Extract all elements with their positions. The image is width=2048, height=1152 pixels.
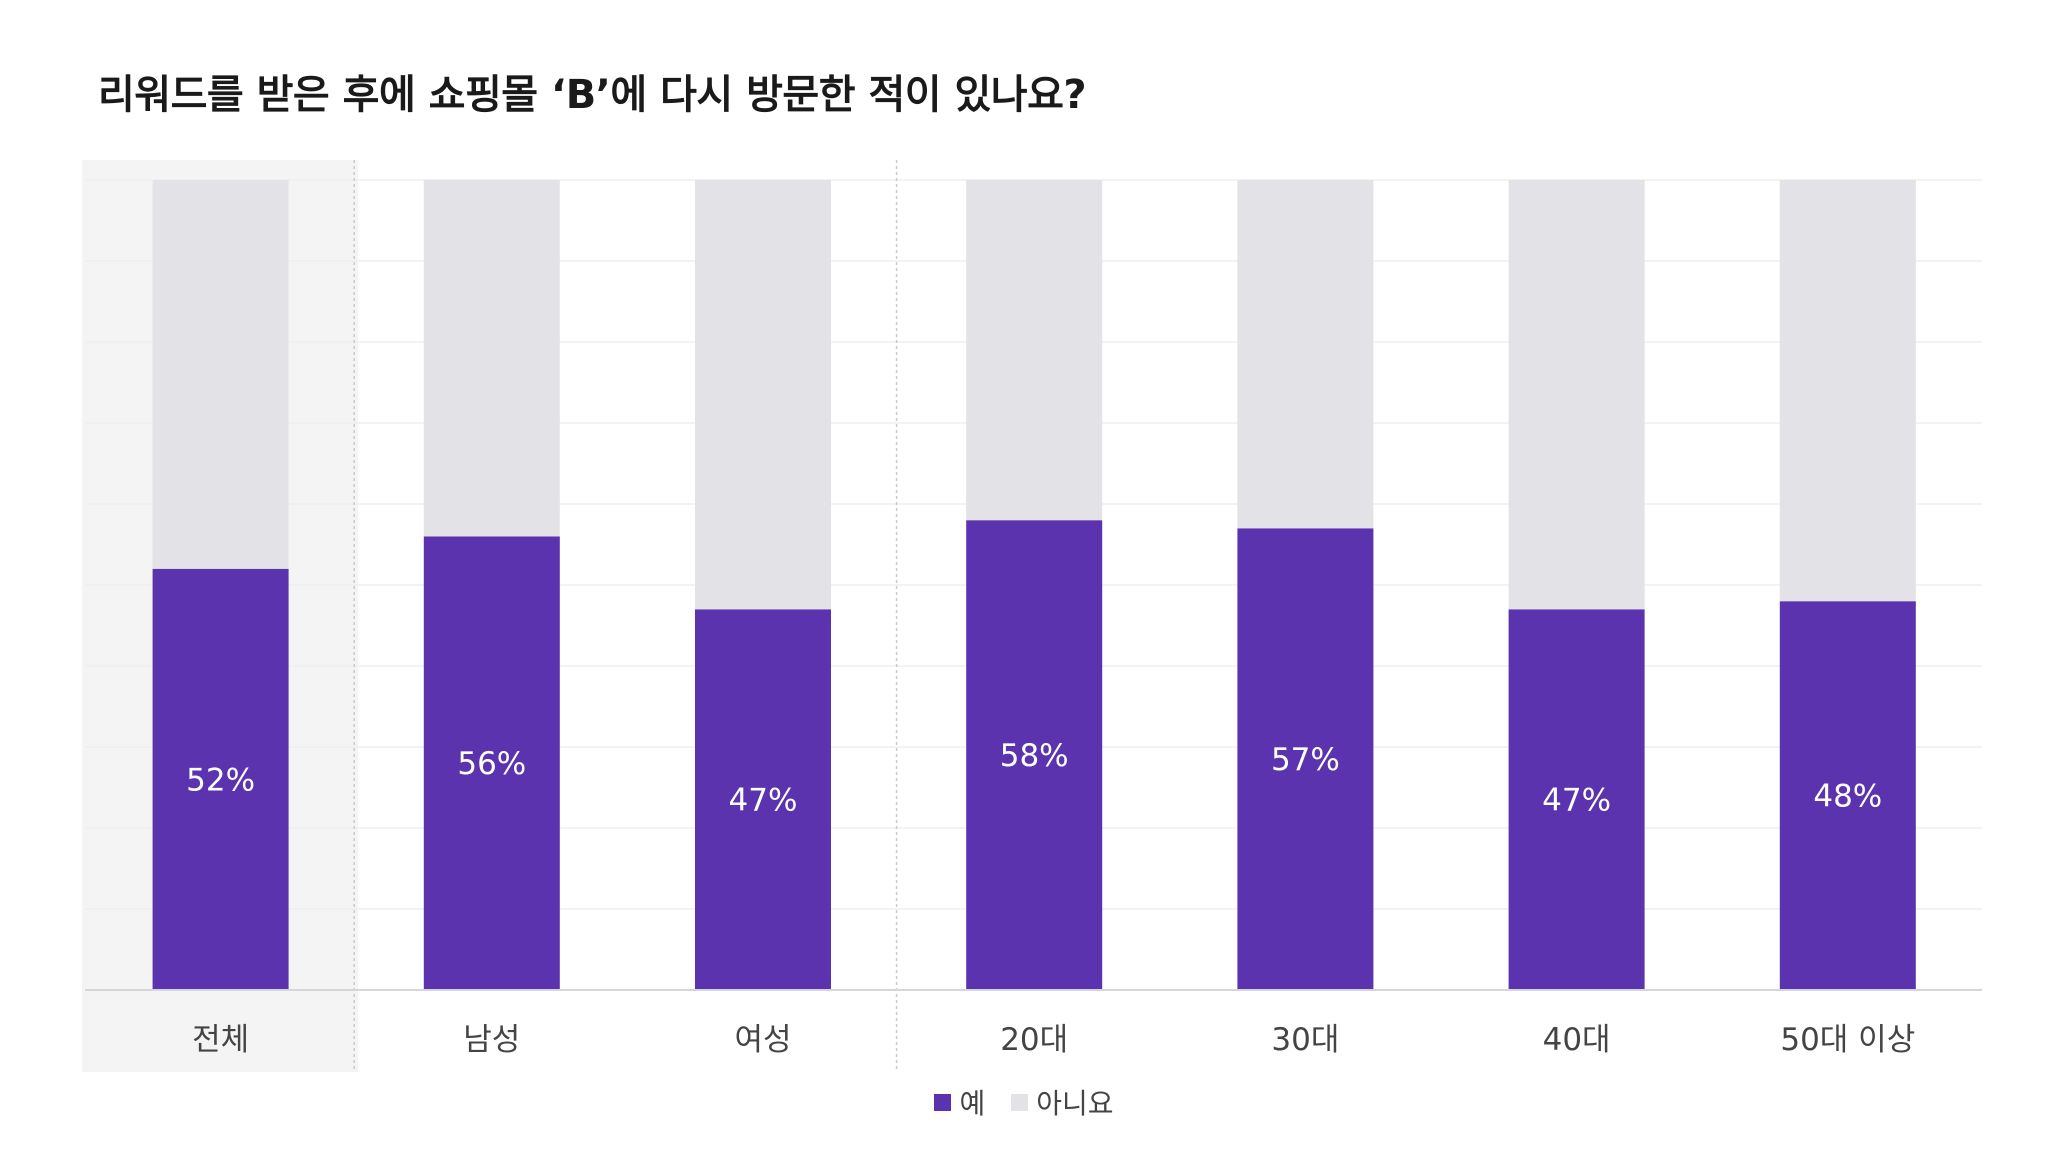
- chart-title: 리워드를 받은 후에 쇼핑몰 ‘B’에 다시 방문한 적이 있나요?: [98, 72, 1087, 118]
- x-tick-label: 30대: [1271, 1022, 1339, 1058]
- group-dividers: [353, 160, 898, 1072]
- bar-yes: [966, 520, 1103, 990]
- legend-item: 예: [934, 1082, 985, 1122]
- bar-no: [1237, 180, 1374, 529]
- bar-yes: [1508, 609, 1645, 990]
- legend-label: 예: [959, 1087, 986, 1120]
- bar-yes: [1779, 601, 1916, 990]
- legend-swatch: [934, 1093, 952, 1111]
- bar-no: [152, 180, 289, 569]
- x-tick-label: 20대: [1000, 1022, 1068, 1058]
- bars: [152, 180, 1916, 990]
- bar-no: [1508, 180, 1645, 610]
- bar-no: [1779, 180, 1916, 602]
- data-label: 48%: [1813, 779, 1882, 815]
- bar-yes: [695, 609, 831, 990]
- bar-no: [423, 180, 560, 537]
- data-label: 57%: [1271, 742, 1340, 778]
- labels: 52% 전체 56% 남성 47% 여성 58% 20대 57% 30대 47% 40대 48% 50대 …: [186, 738, 1915, 1058]
- bar-no: [966, 180, 1103, 521]
- data-label: 52%: [186, 762, 255, 798]
- legend-label: 아니요: [1036, 1087, 1114, 1120]
- legend-swatch: [1011, 1093, 1029, 1111]
- bar-yes: [423, 536, 560, 990]
- data-label: 58%: [1000, 738, 1069, 774]
- x-tick-label: 전체: [192, 1022, 249, 1058]
- bar-no: [695, 180, 831, 610]
- x-tick-label: 여성: [734, 1022, 791, 1058]
- legend: 예 아니요: [0, 1082, 2048, 1122]
- data-label: 47%: [729, 783, 798, 819]
- bar-yes: [1237, 528, 1374, 990]
- x-tick-label: 50대 이상: [1780, 1022, 1915, 1058]
- x-tick-label: 40대: [1543, 1022, 1611, 1058]
- data-label: 56%: [457, 746, 526, 782]
- legend-item: 아니요: [1011, 1082, 1114, 1122]
- x-tick-label: 남성: [463, 1022, 520, 1058]
- data-label: 47%: [1542, 783, 1611, 819]
- bar-yes: [152, 568, 289, 990]
